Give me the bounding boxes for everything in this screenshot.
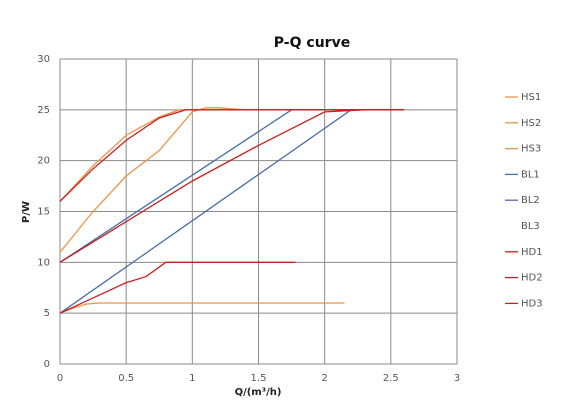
legend-label: BL2 xyxy=(521,195,540,206)
series-line xyxy=(59,302,345,314)
y-tick-label: 5 xyxy=(44,308,50,319)
chart-title: P-Q curve xyxy=(274,35,350,51)
x-tick-label: 0.5 xyxy=(118,373,134,384)
x-tick-label: 1 xyxy=(189,373,195,384)
series-line xyxy=(59,107,405,253)
series-line xyxy=(59,109,405,202)
y-tick-label: 0 xyxy=(44,359,50,370)
legend-label: HD3 xyxy=(521,298,543,309)
y-tick-label: 30 xyxy=(37,54,50,65)
x-tick-label: 3 xyxy=(454,373,460,384)
legend-label: HS2 xyxy=(521,118,541,129)
series-line xyxy=(59,109,405,263)
series-line xyxy=(59,109,405,263)
legend-label: HS1 xyxy=(521,92,541,103)
series-line xyxy=(59,261,296,314)
y-tick-label: 25 xyxy=(37,105,50,116)
x-tick-label: 1.5 xyxy=(251,373,267,384)
y-axis-label: P/W xyxy=(21,201,32,223)
y-tick-label: 10 xyxy=(37,257,50,268)
x-tick-label: 2.5 xyxy=(383,373,399,384)
y-tick-label: 20 xyxy=(37,156,50,167)
series-line xyxy=(59,109,405,202)
legend-label: BL1 xyxy=(521,169,540,180)
x-tick-label: 0 xyxy=(57,373,63,384)
legend-label: HS3 xyxy=(521,144,541,155)
legend-label: HD2 xyxy=(521,273,543,284)
legend-label: BL3 xyxy=(521,221,540,232)
y-tick-label: 15 xyxy=(37,207,50,218)
legend-label: HD1 xyxy=(521,247,543,258)
x-tick-label: 2 xyxy=(321,373,327,384)
x-axis-label: Q/(m³/h) xyxy=(235,387,282,398)
